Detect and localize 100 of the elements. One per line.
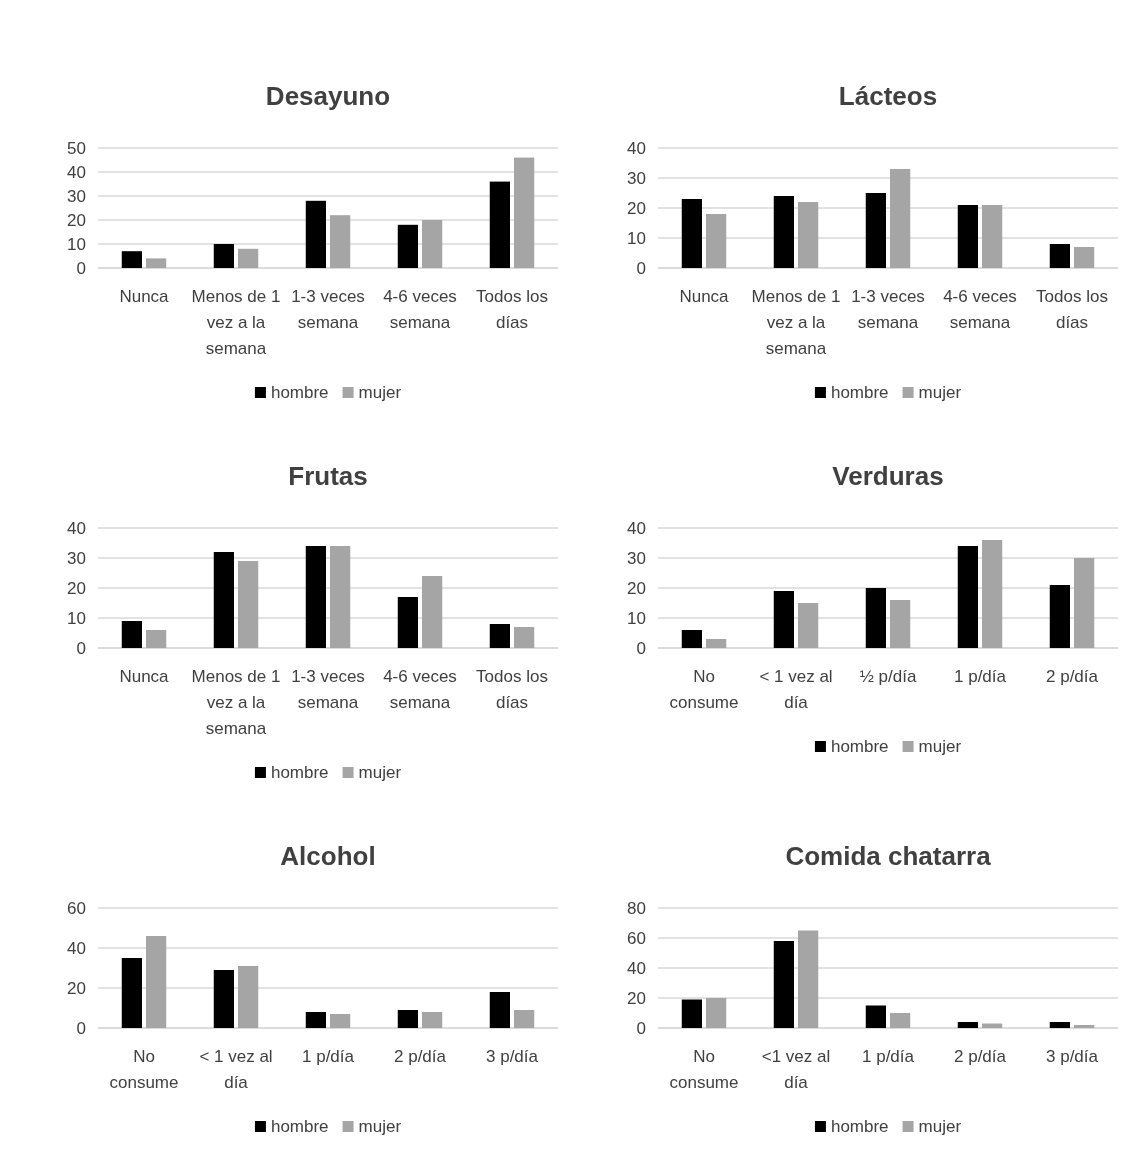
x-tick-label: Nunca [679,287,730,306]
bar [238,248,259,268]
y-tick-label: 20 [67,978,86,998]
legend-label: mujer [358,383,402,402]
y-tick-label: 80 [627,898,646,918]
x-tick-label: Menos de 1 vez a la semana [751,287,841,358]
x-tick-label: Menos de 1 vez a la semana [191,287,281,358]
y-tick-label: 30 [67,548,86,568]
y-tick-label: 30 [627,168,646,188]
legend-label: hombre [270,763,329,782]
bar [238,966,259,1028]
x-tick-label: < 1 vez al día [759,667,833,712]
y-tick-label: 20 [627,988,646,1008]
y-tick-label: 0 [76,1018,86,1038]
y-tick-label: 30 [67,186,86,206]
y-tick-label: 40 [67,938,86,958]
bar [514,627,535,648]
y-tick-label: 40 [627,138,646,158]
chart-title: Frutas [288,461,368,491]
bar [798,930,819,1028]
chart-title: Desayuno [265,81,391,111]
y-tick-label: 20 [627,198,646,218]
y-tick-label: 0 [76,258,86,278]
x-tick-label: Todos los días [476,667,548,712]
chart-title: Comida chatarra [785,841,992,871]
bar [397,224,418,268]
bar [213,552,234,648]
legend-label: mujer [918,737,962,756]
bar [121,251,142,268]
bar [238,561,259,648]
x-tick-label: 1-3 veces semana [291,287,365,332]
x-tick-label: Nunca [119,667,170,686]
bar [422,220,443,268]
bar [798,202,819,268]
x-tick-label: Menos de 1 vez a la semana [191,667,281,738]
bar [890,169,911,268]
x-tick-label: 3 p/día [486,1047,539,1066]
bar [514,157,535,268]
legend-label: mujer [918,383,962,402]
x-tick-label: 2 p/día [954,1047,1007,1066]
bar [489,992,510,1028]
y-tick-label: 0 [636,638,646,658]
bar [957,546,978,648]
bar [305,546,326,648]
bar [890,600,911,648]
y-tick-label: 20 [67,210,86,230]
bar [982,540,1003,648]
y-tick-label: 0 [76,638,86,658]
bar [681,199,702,268]
x-tick-label: Todos los días [476,287,548,332]
x-tick-label: 1 p/día [862,1047,915,1066]
x-tick-label: <1 vez al día [761,1047,831,1092]
legend-label: mujer [918,1117,962,1136]
chart-title: Lácteos [838,81,938,111]
y-tick-label: 20 [627,578,646,598]
legend-label: hombre [270,383,329,402]
bar [957,1022,978,1028]
x-tick-label: No consume [669,667,739,712]
y-tick-label: 0 [636,1018,646,1038]
bar [982,205,1003,268]
bar [865,588,886,648]
bar [146,936,167,1028]
y-tick-label: 10 [627,608,646,628]
y-tick-label: 60 [67,898,86,918]
x-tick-label: Nunca [119,287,170,306]
x-tick-label: Todos los días [1036,287,1108,332]
bar [865,1005,886,1028]
y-tick-label: 20 [67,578,86,598]
y-tick-label: 40 [67,162,86,182]
chart-title: Alcohol [280,841,376,871]
bar [681,999,702,1028]
bar [305,200,326,268]
bar [1074,247,1095,268]
legend-label: hombre [830,1117,889,1136]
bar [773,941,794,1028]
bar [146,258,167,268]
y-tick-label: 30 [627,548,646,568]
bar [1074,1025,1095,1028]
bar [773,196,794,268]
bar [706,639,727,648]
bar [121,958,142,1028]
bar [1049,1022,1070,1028]
x-tick-label: < 1 vez al día [199,1047,273,1092]
bar [489,624,510,648]
y-tick-label: 40 [627,958,646,978]
bar [330,546,351,648]
x-tick-label: 2 p/día [394,1047,447,1066]
x-tick-label: ½ p/día [859,667,917,686]
chart-title: Verduras [832,461,944,491]
bar [489,181,510,268]
bar [422,576,443,648]
bar [1049,244,1070,268]
bar [957,205,978,268]
bar [330,1014,351,1028]
x-tick-label: 1 p/día [302,1047,355,1066]
x-tick-label: 4-6 veces semana [943,287,1017,332]
x-tick-label: No consume [109,1047,179,1092]
bar [1074,558,1095,648]
y-tick-label: 10 [67,608,86,628]
y-tick-label: 40 [67,518,86,538]
